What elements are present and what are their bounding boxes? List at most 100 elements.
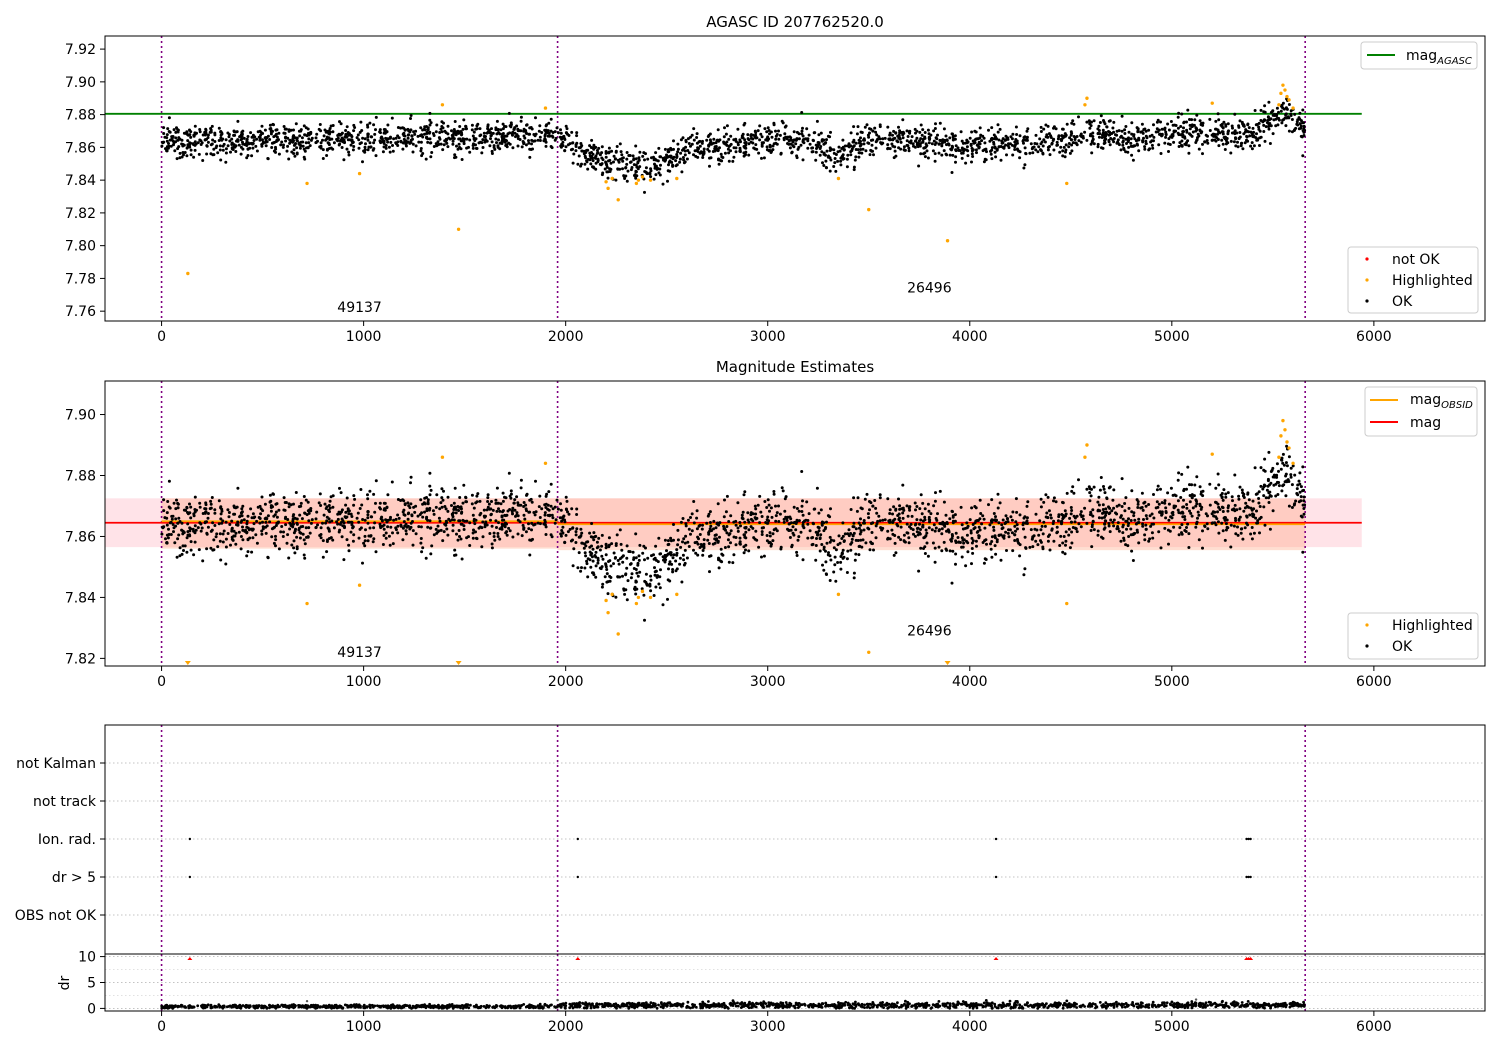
ok-point: [815, 119, 819, 123]
ok-point: [1088, 513, 1092, 517]
ok-point: [1176, 508, 1180, 512]
ok-point: [886, 529, 890, 533]
ok-point: [1075, 143, 1079, 147]
ok-point: [800, 504, 804, 508]
ok-point: [193, 495, 197, 499]
ok-point: [1069, 506, 1073, 509]
ok-point: [1070, 489, 1074, 493]
ok-point: [559, 145, 563, 149]
ok-point: [756, 503, 760, 507]
ok-point: [402, 131, 406, 135]
ok-point: [853, 558, 857, 562]
ok-point: [1151, 146, 1155, 150]
ok-point: [344, 129, 348, 132]
ok-point: [272, 541, 276, 545]
ok-point: [1041, 151, 1045, 155]
ok-point: [329, 146, 333, 150]
ok-point: [281, 145, 285, 149]
ok-point: [580, 566, 583, 570]
ok-point: [671, 163, 675, 167]
ok-point: [1000, 523, 1004, 527]
ok-point: [287, 556, 291, 560]
ok-point: [636, 574, 640, 578]
ok-point: [219, 136, 223, 140]
ok-point: [428, 137, 432, 141]
ok-point: [744, 146, 748, 150]
ok-point: [1085, 120, 1089, 124]
ok-point: [474, 146, 478, 150]
ok-point: [543, 513, 547, 517]
ok-point: [274, 502, 278, 506]
ok-point: [574, 530, 578, 534]
ok-point: [399, 126, 403, 130]
ok-point: [1039, 130, 1043, 133]
ok-point: [347, 153, 351, 157]
ok-point: [1272, 483, 1276, 487]
ok-point: [473, 522, 477, 526]
ok-point: [213, 511, 217, 515]
ok-point: [346, 507, 350, 511]
ok-point: [411, 520, 414, 523]
ok-point: [642, 151, 646, 155]
ok-point: [625, 598, 629, 602]
ok-point: [712, 137, 716, 141]
ok-point: [709, 554, 713, 558]
ok-point: [424, 157, 428, 161]
ok-point: [553, 521, 557, 525]
ok-point: [525, 123, 528, 127]
ok-point: [185, 130, 189, 134]
ok-point: [309, 130, 313, 134]
ok-point: [871, 129, 875, 133]
ok-point: [424, 556, 428, 560]
ok-point: [609, 576, 613, 579]
ok-point: [1112, 130, 1116, 134]
ok-point: [902, 145, 906, 149]
ok-point: [1277, 469, 1280, 473]
ok-point: [274, 510, 278, 514]
ok-point: [343, 135, 347, 139]
ok-point: [306, 509, 310, 513]
ok-point: [987, 503, 990, 507]
ok-point: [747, 520, 751, 524]
ok-point: [428, 130, 432, 134]
ok-point: [801, 524, 805, 528]
obsid-label: 49137: [337, 300, 382, 316]
ok-point: [327, 142, 331, 145]
ok-point: [319, 141, 323, 145]
ok-point: [982, 160, 986, 164]
ok-point: [863, 497, 867, 501]
ok-point: [588, 158, 592, 162]
ok-point: [1187, 151, 1191, 155]
ok-point: [520, 534, 524, 538]
ok-point: [224, 138, 228, 142]
ok-point: [788, 536, 792, 539]
ok-point: [423, 510, 426, 514]
ok-point: [219, 133, 223, 137]
ok-point: [716, 128, 720, 132]
ok-point: [1100, 535, 1103, 539]
ok-point: [1217, 144, 1221, 148]
ok-point: [870, 143, 874, 147]
ok-point: [357, 536, 361, 540]
ok-point: [349, 530, 353, 534]
ok-point: [189, 505, 193, 509]
ok-point: [1237, 497, 1241, 501]
ok-point: [878, 137, 882, 141]
ok-point: [1298, 471, 1302, 475]
ok-point: [990, 126, 994, 130]
ok-point: [800, 132, 804, 136]
ok-point: [649, 578, 653, 582]
ok-point: [1046, 539, 1050, 543]
ok-point: [1271, 466, 1275, 470]
ok-point: [950, 536, 954, 540]
ok-point: [1193, 483, 1197, 487]
ok-point: [1129, 519, 1133, 522]
ok-point: [638, 570, 642, 574]
ok-point: [366, 516, 370, 520]
ok-point: [302, 147, 306, 151]
ok-point: [672, 147, 675, 151]
ok-point: [564, 124, 568, 128]
ok-point: [556, 131, 560, 135]
ok-point: [1233, 112, 1237, 116]
